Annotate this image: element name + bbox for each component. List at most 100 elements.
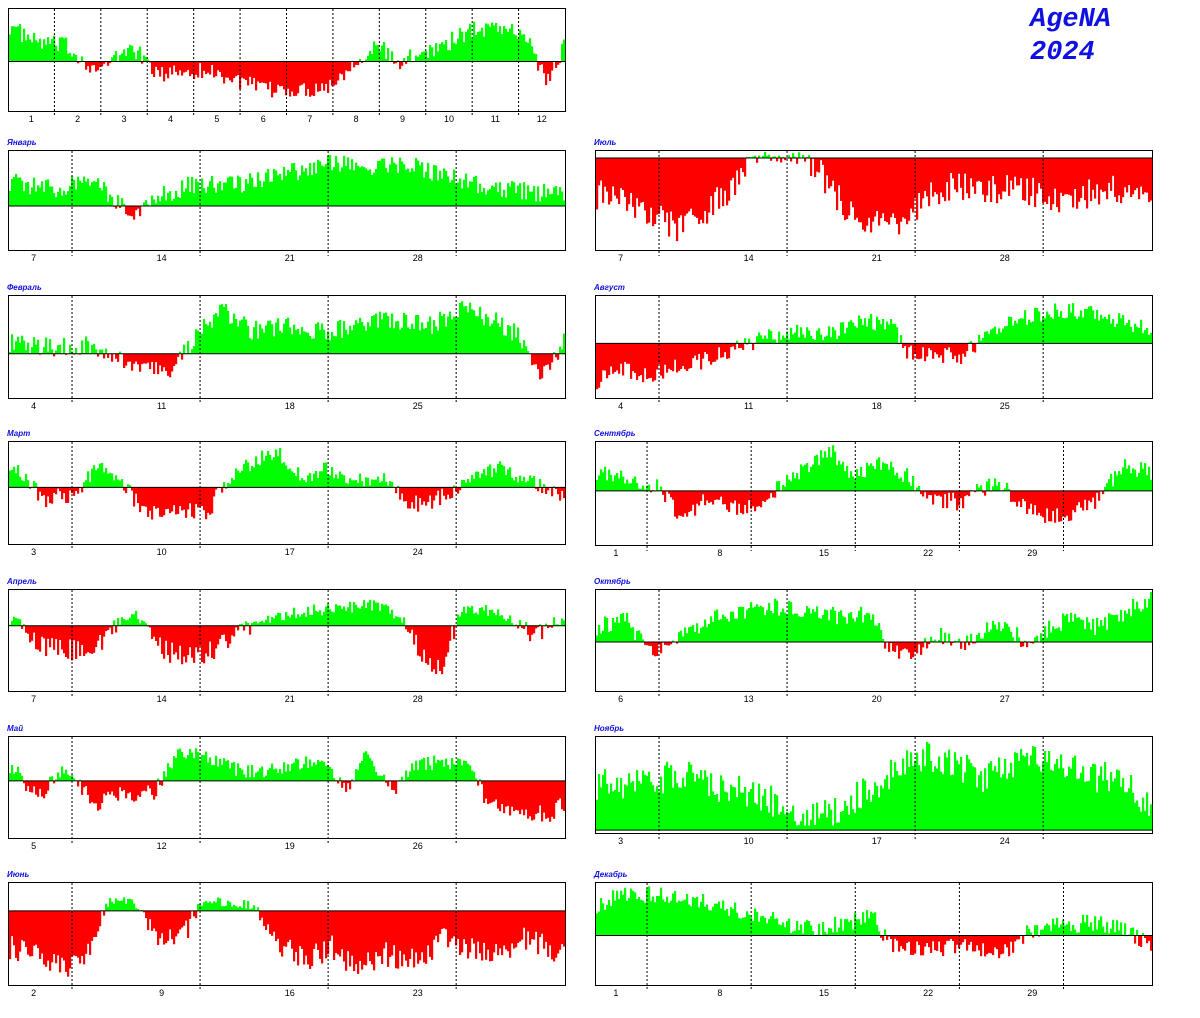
bar [535,201,538,206]
bar [1074,929,1077,936]
bar [51,186,54,206]
bar [383,313,386,354]
bar [708,623,711,643]
bar [489,26,492,62]
bar [862,325,865,344]
bar [105,625,108,632]
bar [103,625,106,637]
bar [1014,490,1017,502]
bar [325,606,328,626]
bar [73,179,76,206]
bar [938,158,941,205]
bar [329,910,332,941]
bar [766,610,769,643]
bar [415,487,418,496]
bar [525,199,528,206]
bar [1024,490,1027,502]
bar [996,935,999,950]
bar [762,490,765,501]
bar [15,473,18,488]
bar [459,178,462,206]
bar [133,206,136,220]
bar [477,471,480,488]
bar [844,333,847,344]
bar [63,625,66,654]
bar [29,625,32,643]
bar [650,642,653,647]
bar [63,773,66,781]
bar [247,623,250,626]
bar [511,340,514,354]
bar [772,613,775,643]
bar [353,602,356,626]
bar [622,894,625,936]
bar [868,158,871,218]
bar [265,61,268,84]
bar [972,343,975,352]
bar [155,353,158,363]
bar [1042,929,1045,936]
bar [1050,158,1053,211]
bar [267,769,270,781]
bar [483,610,486,626]
bar [1134,158,1137,191]
bar [824,800,827,831]
bar [1068,158,1071,195]
bar [988,935,991,953]
bar [99,61,102,67]
bar [445,40,448,62]
bar [700,490,703,501]
bar [365,168,368,206]
bar [616,777,619,831]
bar [862,158,865,230]
bar [1102,926,1105,936]
bar [866,462,869,491]
bar [986,158,989,196]
bar [606,783,609,831]
bar [1132,332,1135,344]
bar [417,56,420,62]
bar [754,490,757,512]
bar [754,155,757,158]
bar [706,343,709,354]
bar [966,158,969,194]
bar [912,935,915,955]
bar [513,323,516,354]
bar [443,168,446,206]
tick-label: 21 [285,694,295,704]
bar [764,152,767,158]
bar [35,910,38,945]
bar [1038,311,1041,344]
bar [1094,634,1097,643]
bar [996,629,999,643]
bar [776,158,779,162]
bar [21,910,24,941]
bar [219,625,222,639]
bar [1134,323,1137,344]
bar [463,480,466,488]
bar [425,910,428,964]
bar [790,602,793,643]
bar [483,187,486,206]
bar [934,935,937,951]
bar [1136,929,1139,936]
bar [147,487,150,517]
bar [682,900,685,936]
bar [676,490,679,519]
bar [742,343,745,350]
bar [557,780,560,801]
bar [866,910,869,936]
bar [491,185,494,206]
bar [1052,626,1055,643]
bar [1130,775,1133,831]
bar [848,158,851,216]
bar [1056,309,1059,344]
bar [1004,935,1007,945]
bar [940,343,943,356]
bar [806,606,809,643]
bar [495,910,498,945]
bar [686,633,689,643]
bar [549,353,552,370]
bar [439,311,442,354]
bar [417,314,420,354]
